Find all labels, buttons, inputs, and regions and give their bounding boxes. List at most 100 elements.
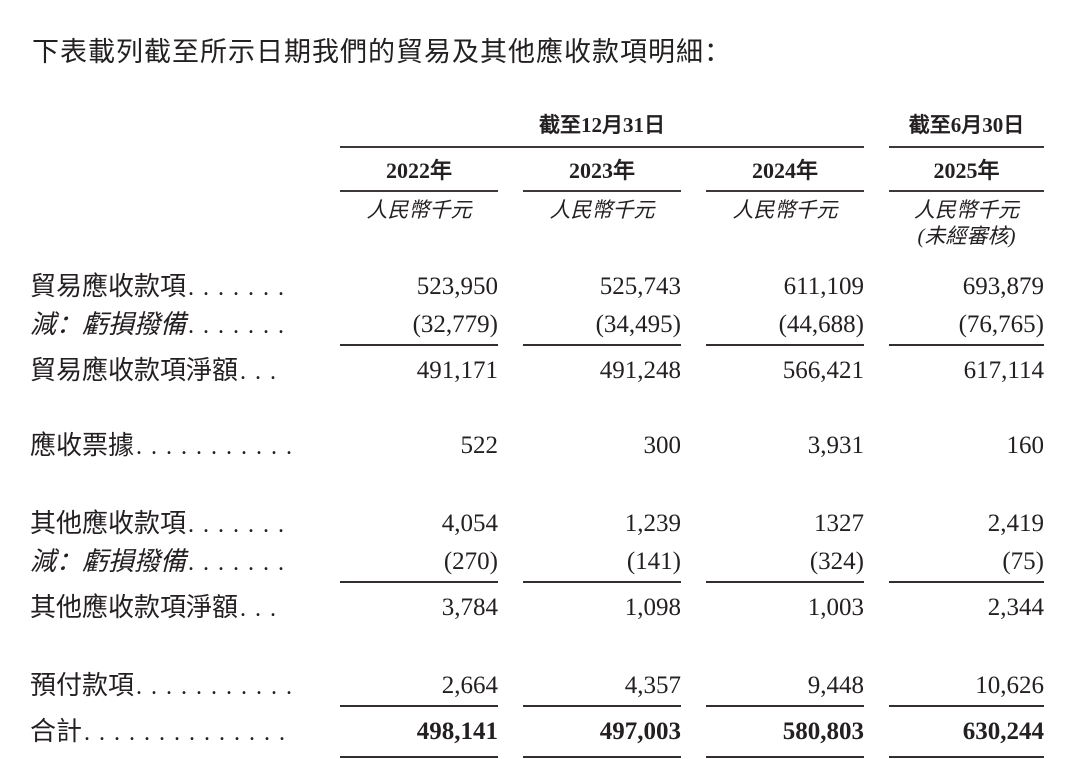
value-cell-2022: 523,950	[416, 273, 498, 300]
total-double-rule-row	[30, 756, 1044, 759]
table-row-other-loss-allowance: 減：虧損撥備....... (270) (141) (324) (75)	[30, 543, 1044, 581]
year-header-2023: 2023年	[523, 148, 681, 192]
receivables-table: 截至12月31日 截至6月30日 2022年 2023年 2024年 2025年…	[30, 109, 1044, 759]
value-cell-2023: 497,003	[599, 718, 681, 745]
value-cell-2024: 9,448	[807, 672, 864, 699]
year-header-2025: 2025年	[889, 148, 1044, 192]
dot-leader: ..............	[84, 720, 295, 746]
row-label: 貿易應收款項	[30, 272, 187, 301]
dot-leader: .......	[188, 313, 294, 339]
value-cell-2025: 2,344	[987, 594, 1044, 621]
year-header-row: 2022年 2023年 2024年 2025年	[30, 148, 1044, 192]
double-rule	[523, 756, 681, 759]
value-cell-2025: 2,419	[987, 510, 1044, 537]
table-row-bills-receivable: 應收票據........... 522 300 3,931 160	[30, 427, 1044, 465]
row-label: 貿易應收款項淨額	[30, 356, 239, 385]
row-label: 其他應收款項淨額	[30, 593, 239, 622]
double-rule	[889, 756, 1044, 759]
value-cell-2023: (141)	[626, 548, 681, 575]
value-cell-2024: 566,421	[782, 357, 864, 384]
dot-leader: ...	[240, 596, 286, 622]
value-cell-2022: 498,141	[416, 718, 498, 745]
column-rule	[706, 344, 864, 352]
unit-label-unaudited: 人民幣千元 (未經審核)	[889, 197, 1044, 249]
dot-leader: .......	[188, 512, 294, 538]
intro-text: 下表載列截至所示日期我們的貿易及其他應收款項明細：	[32, 37, 732, 67]
subtotal-rule-row	[30, 344, 1044, 352]
value-cell-2022: 3,784	[441, 594, 498, 621]
subtotal-rule-row	[30, 581, 1044, 589]
period-header-row: 截至12月31日 截至6月30日	[30, 109, 1044, 148]
value-cell-2025: (75)	[1002, 548, 1044, 575]
value-cell-2025: 693,879	[962, 273, 1044, 300]
value-cell-2022: 2,664	[441, 672, 498, 699]
value-cell-2025: (76,765)	[958, 311, 1044, 338]
column-rule	[523, 705, 681, 713]
table-body: 貿易應收款項....... 523,950 525,743 611,109 69…	[30, 268, 1044, 759]
double-rule	[340, 756, 498, 759]
dot-leader: ...........	[136, 434, 302, 460]
value-cell-2024: 611,109	[783, 273, 864, 300]
column-rule	[706, 581, 864, 589]
value-cell-2024: 3,931	[807, 432, 864, 459]
unit-header-row: 人民幣千元 人民幣千元 人民幣千元 人民幣千元 (未經審核)	[30, 192, 1044, 249]
row-label: 減：虧損撥備	[30, 547, 187, 576]
row-label: 合計	[30, 717, 83, 746]
empty-header-cell	[30, 148, 315, 192]
unit-label: 人民幣千元	[914, 198, 1019, 222]
subtotal-rule-row	[30, 705, 1044, 713]
value-cell-2022: 522	[460, 432, 499, 459]
column-rule	[340, 344, 498, 352]
row-spacer	[30, 390, 1044, 427]
double-rule	[706, 756, 864, 759]
value-cell-2022: 491,171	[416, 357, 498, 384]
column-rule	[340, 581, 498, 589]
period-header-dec31: 截至12月31日	[340, 109, 864, 148]
row-spacer	[30, 627, 1044, 667]
value-cell-2023: 1,098	[624, 594, 681, 621]
value-cell-2022: (270)	[443, 548, 498, 575]
column-rule	[523, 344, 681, 352]
column-rule	[523, 581, 681, 589]
dot-leader: .......	[188, 550, 294, 576]
unit-label: 人民幣千元	[732, 198, 838, 222]
value-cell-2025: 617,114	[963, 357, 1044, 384]
value-cell-2024: (324)	[809, 548, 864, 575]
year-header-2024: 2024年	[706, 148, 864, 192]
column-rule	[889, 581, 1044, 589]
period-header-jun30: 截至6月30日	[889, 109, 1044, 148]
unaudited-note: (未經審核)	[917, 224, 1016, 248]
value-cell-2023: 4,357	[624, 672, 681, 699]
value-cell-2024: (44,688)	[778, 311, 864, 338]
row-label: 減：虧損撥備	[30, 310, 187, 339]
column-rule	[889, 344, 1044, 352]
year-header-2022: 2022年	[340, 148, 498, 192]
dot-leader: ...........	[136, 674, 302, 700]
row-spacer	[30, 465, 1044, 505]
value-cell-2024: 1327	[814, 510, 864, 537]
row-label: 預付款項	[30, 671, 135, 700]
value-cell-2024: 580,803	[782, 718, 864, 745]
dot-leader: .......	[188, 275, 294, 301]
unit-label: 人民幣千元	[366, 198, 472, 222]
value-cell-2023: 525,743	[599, 273, 681, 300]
value-cell-2025: 630,244	[962, 718, 1044, 745]
column-rule	[706, 705, 864, 713]
unit-label: 人民幣千元	[549, 198, 655, 222]
value-cell-2022: (32,779)	[412, 311, 498, 338]
table-row-prepayments: 預付款項........... 2,664 4,357 9,448 10,626	[30, 667, 1044, 705]
empty-header-cell	[30, 109, 315, 148]
column-rule	[340, 705, 498, 713]
table-row-trade-receivables: 貿易應收款項....... 523,950 525,743 611,109 69…	[30, 268, 1044, 306]
dot-leader: ...	[240, 359, 286, 385]
table-row-other-receivables-net: 其他應收款項淨額... 3,784 1,098 1,003 2,344	[30, 589, 1044, 627]
value-cell-2024: 1,003	[807, 594, 864, 621]
table-row-trade-loss-allowance: 減：虧損撥備....... (32,779) (34,495) (44,688)…	[30, 306, 1044, 344]
column-rule	[889, 705, 1044, 713]
value-cell-2023: 491,248	[599, 357, 681, 384]
table-row-total: 合計.............. 498,141 497,003 580,803…	[30, 713, 1044, 751]
value-cell-2023: (34,495)	[595, 311, 681, 338]
table-row-other-receivables: 其他應收款項....... 4,054 1,239 1327 2,419	[30, 505, 1044, 543]
value-cell-2022: 4,054	[441, 510, 498, 537]
value-cell-2023: 300	[643, 432, 682, 459]
